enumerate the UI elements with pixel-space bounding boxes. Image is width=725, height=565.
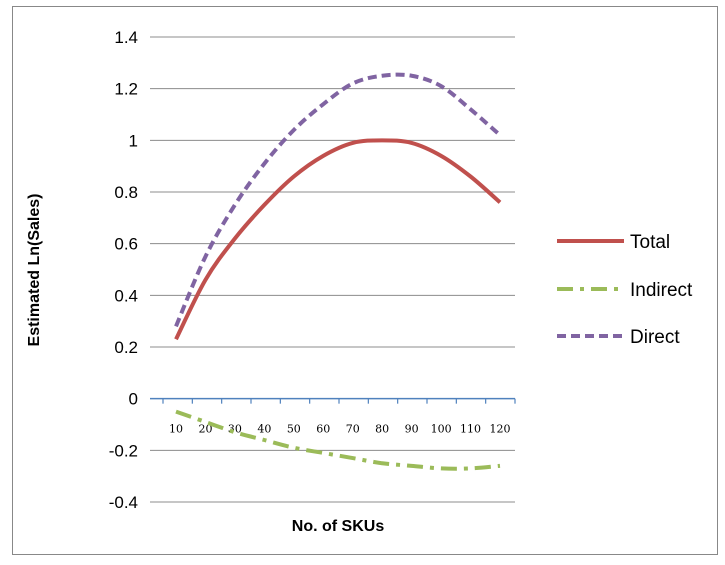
- x-tick-label: 90: [405, 423, 419, 436]
- x-tick-label: 80: [375, 423, 389, 436]
- y-tick-label: 0.8: [114, 183, 138, 202]
- y-tick-label: 0.4: [114, 286, 138, 305]
- x-tick-label: 40: [257, 423, 271, 436]
- series-lines: [174, 72, 502, 471]
- x-tick-label: 30: [228, 423, 242, 436]
- series-line-total: [174, 138, 502, 341]
- x-tick-label: 120: [490, 423, 511, 436]
- x-tick-label: 110: [460, 423, 481, 436]
- y-tick-label: 1.2: [114, 80, 138, 99]
- legend-label-indirect: Indirect: [630, 280, 693, 301]
- series-line-direct: [174, 72, 502, 328]
- series-line-indirect: [175, 409, 501, 471]
- y-axis-title: Estimated Ln(Sales): [26, 194, 43, 347]
- x-tick-label: 60: [316, 423, 330, 436]
- y-tick-label: -0.2: [109, 441, 138, 460]
- x-axis-ticks: 10 20 30 40 50 60 70 80 90 100 110 120: [162, 398, 516, 436]
- legend-label-total: Total: [630, 232, 670, 253]
- y-tick-label: 0.6: [114, 235, 138, 254]
- legend: Total Indirect Direct: [557, 232, 693, 348]
- x-tick-label: 20: [198, 423, 212, 436]
- y-tick-label: 1.4: [114, 28, 138, 47]
- y-axis-ticks: -0.4 -0.2 0 0.2 0.4 0.6 0.8 1 1.2 1.4: [109, 28, 138, 512]
- x-tick-label: 100: [431, 423, 452, 436]
- x-tick-label: 70: [346, 423, 360, 436]
- x-tick-label: 10: [169, 423, 183, 436]
- grid-lines: [150, 36, 515, 503]
- y-tick-label: 1: [129, 131, 138, 150]
- chart-frame: [12, 6, 718, 555]
- y-tick-label: 0: [129, 390, 138, 409]
- legend-label-direct: Direct: [630, 327, 680, 348]
- x-axis-title: No. of SKUs: [292, 518, 385, 535]
- x-tick-label: 50: [287, 423, 301, 436]
- y-tick-label: 0.2: [114, 338, 138, 357]
- y-tick-label: -0.4: [109, 493, 138, 512]
